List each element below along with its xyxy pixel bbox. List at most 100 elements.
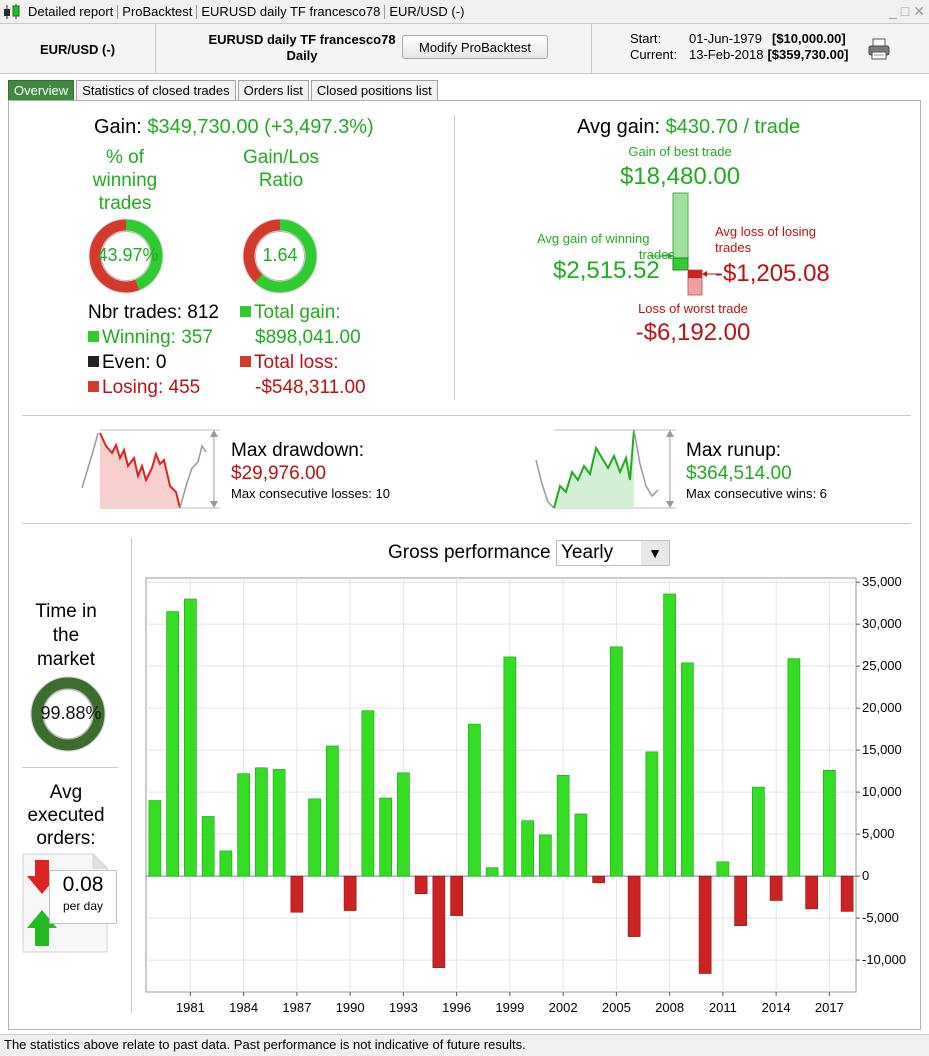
x-tick-label: 1999	[495, 1000, 524, 1015]
winning-pct-title-line: trades	[98, 193, 152, 214]
title-segment-instrument: EUR/USD (-)	[389, 3, 465, 19]
current-capital: [$359,730.00]	[767, 47, 849, 62]
total-loss-label-row: Total loss:	[240, 350, 366, 375]
chart-plot-area	[145, 577, 857, 993]
bar-1992	[379, 797, 392, 877]
gain-value: $349,730.00 (+3,497.3%)	[147, 116, 374, 138]
x-tick-label: 1984	[229, 1000, 258, 1015]
gainloss-title-line: Gain/Los	[242, 147, 320, 168]
minimize-icon[interactable]: _	[889, 3, 897, 19]
system-name: EURUSD daily TF francesco78 Daily	[192, 32, 412, 64]
max-drawdown-value: $29,976.00	[231, 463, 327, 484]
bar-1997	[468, 723, 481, 877]
total-gain-value: $898,041.00	[255, 327, 361, 348]
bar-2004	[592, 875, 605, 884]
x-tick-label: 2005	[602, 1000, 631, 1015]
bar-1993	[397, 772, 410, 877]
tab-overview[interactable]: Overview	[8, 80, 75, 100]
bar-2003	[574, 813, 588, 877]
instrument-name: EUR/USD (-)	[0, 24, 156, 74]
bar-1995	[432, 875, 446, 968]
bar-2000	[521, 820, 534, 877]
bar-1988	[308, 798, 321, 877]
x-tick-label: 2011	[709, 1000, 737, 1015]
bar-1981	[184, 598, 197, 877]
report-header: EUR/USD (-) EURUSD daily TF francesco78 …	[0, 24, 929, 74]
system-name-line: EURUSD daily TF francesco78	[208, 32, 396, 47]
bar-1998	[485, 867, 499, 877]
bar-1994	[414, 875, 428, 895]
gain-summary: Gain: $349,730.00 (+3,497.3%)	[94, 116, 374, 139]
max-drawdown-label: Max drawdown:	[231, 440, 365, 461]
chevron-down-icon[interactable]: ▼	[641, 541, 669, 565]
backtest-period: Start: 01-Jun-1979 [$10,000.00] Current:…	[630, 31, 848, 63]
y-tick-label: 5,000	[862, 826, 895, 841]
time-in-market-title-line: Time in	[35, 601, 97, 622]
tab-statistics-closed-trades[interactable]: Statistics of closed trades	[76, 80, 236, 100]
worst-trade-label: Loss of worst trade	[638, 301, 748, 316]
avg-orders-title: Avg executed orders:	[18, 781, 114, 850]
close-icon[interactable]: ✕	[913, 3, 925, 19]
avg-loss-value: -$1,205.08	[715, 260, 830, 287]
disclaimer-bar: The statistics above relate to past data…	[0, 1034, 929, 1056]
total-gain-label-row: Total gain:	[240, 300, 366, 325]
losing-trades: Losing: 455	[88, 375, 219, 400]
modify-probacktest-button[interactable]: Modify ProBacktest	[402, 35, 548, 59]
window-title-bar: Detailed report ProBacktest EURUSD daily…	[0, 0, 929, 24]
bar-1985	[255, 767, 268, 877]
x-tick-label: 1990	[336, 1000, 365, 1015]
max-runup-label: Max runup:	[686, 440, 782, 461]
bar-1982	[201, 816, 215, 877]
x-tick-label: 1996	[442, 1000, 471, 1015]
period-select[interactable]: Yearly ▼	[556, 540, 670, 566]
bar-1991	[361, 710, 375, 877]
title-segment-report: Detailed report	[24, 4, 119, 19]
start-capital: [$10,000.00]	[772, 31, 846, 46]
x-tick-label: 1987	[282, 1000, 311, 1015]
x-tick-label: 2014	[762, 1000, 791, 1015]
y-tick-label: 35,000	[862, 574, 902, 589]
avg-win-label-line: trades	[638, 247, 675, 262]
system-timeframe: Daily	[286, 48, 318, 63]
avg-orders-box: 0.08 per day	[49, 870, 117, 924]
time-in-market-title: Time in the market	[18, 600, 114, 672]
x-tick-label: 2017	[815, 1000, 844, 1015]
tab-closed-positions-list[interactable]: Closed positions list	[310, 80, 438, 100]
time-in-market-title-line: market	[36, 649, 96, 670]
avg-orders-unit: per day	[62, 899, 104, 913]
gross-performance-title: Gross performance	[388, 542, 551, 563]
time-in-market-title-line: the	[52, 625, 80, 646]
avg-loss-label-line: Avg loss of losing	[715, 224, 816, 239]
max-consecutive-losses: Max consecutive losses: 10	[231, 486, 390, 501]
overview-panel	[8, 100, 921, 1030]
gross-performance-chart: 35,000 30,000 25,000 20,000 15,000 10,000 5,00…	[145, 574, 906, 1015]
even-trades-value: Even: 0	[102, 352, 167, 373]
losing-trades-value: Losing: 455	[102, 377, 201, 398]
bar-2012	[734, 875, 747, 926]
bar-2010	[698, 875, 712, 974]
bar-1989	[326, 745, 339, 877]
time-in-market-donut	[30, 676, 106, 752]
bar-2015	[787, 658, 801, 877]
bar-2007	[645, 751, 659, 877]
y-tick-label: -5,000	[862, 910, 899, 925]
winning-pct-title: % of winning trades	[66, 146, 184, 215]
bar-2006	[627, 875, 641, 937]
maximize-icon[interactable]: □	[900, 3, 910, 19]
best-trade-label: Gain of best trade	[628, 144, 732, 159]
tab-orders-list[interactable]: Orders list	[237, 80, 309, 100]
bar-1990	[343, 875, 357, 911]
printer-icon[interactable]	[866, 37, 892, 61]
avg-win-value: $2,515.52	[553, 257, 660, 284]
current-date: 13-Feb-2018	[689, 47, 764, 62]
x-tick-label: 1981	[176, 1000, 205, 1015]
y-tick-label: 10,000	[862, 784, 902, 799]
divider	[22, 523, 911, 524]
title-segment-system: EURUSD daily TF francesco78	[197, 4, 386, 19]
time-in-market-value: 99.88%	[40, 703, 102, 723]
x-tick-label: 2002	[549, 1000, 578, 1015]
total-loss-value: -$548,311.00	[255, 377, 366, 398]
max-runup-value: $364,514.00	[686, 463, 792, 484]
period-select-value: Yearly	[561, 542, 614, 563]
max-consecutive-wins: Max consecutive wins: 6	[686, 486, 827, 501]
